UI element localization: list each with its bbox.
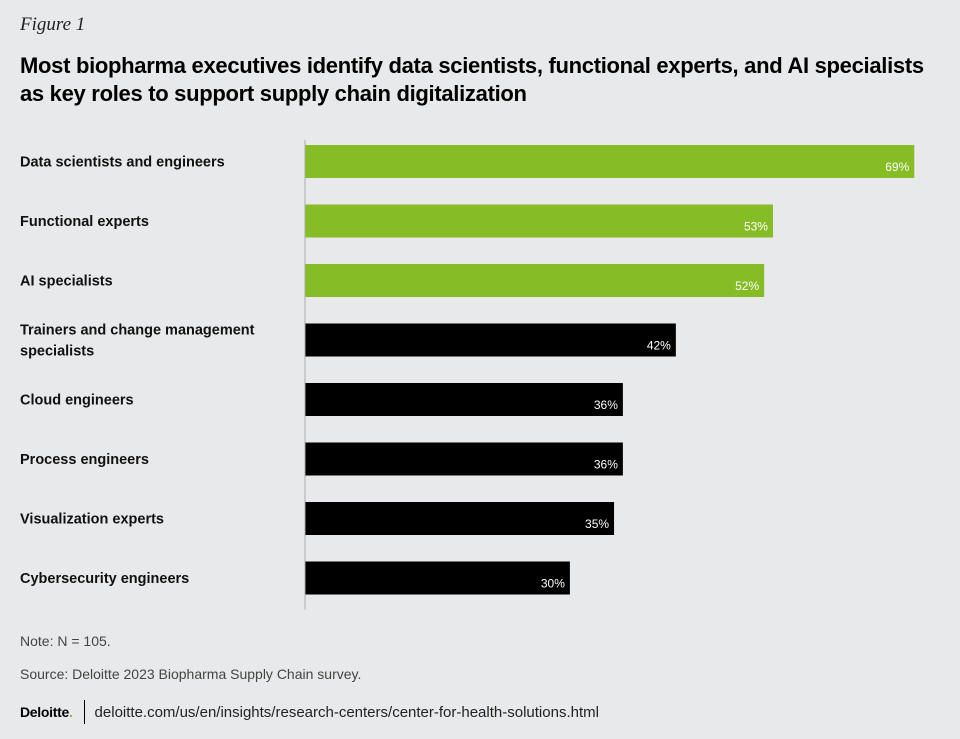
bar-value-label: 42% bbox=[647, 339, 671, 353]
category-label: Trainers and change management specialist… bbox=[20, 323, 255, 360]
category-label: Data scientists and engineers bbox=[20, 155, 225, 171]
category-label: Cloud engineers bbox=[20, 393, 134, 409]
bar bbox=[305, 323, 676, 357]
chart-note: Note: N = 105. bbox=[20, 633, 111, 649]
figure-label: Figure 1 bbox=[20, 14, 86, 35]
category-label: Functional experts bbox=[20, 214, 149, 230]
chart-source: Source: Deloitte 2023 Biopharma Supply C… bbox=[20, 666, 362, 682]
bar-value-label: 53% bbox=[744, 220, 768, 234]
bar-value-label: 35% bbox=[585, 517, 609, 531]
bar bbox=[305, 502, 615, 535]
category-label: Process engineers bbox=[20, 452, 149, 468]
footer-divider bbox=[83, 700, 85, 724]
bar-value-label: 36% bbox=[594, 398, 618, 412]
bar-value-label: 30% bbox=[541, 577, 565, 591]
bar bbox=[305, 264, 765, 297]
category-label: Cybersecurity engineers bbox=[20, 571, 189, 587]
bar bbox=[305, 383, 623, 416]
chart-title: Most biopharma executives identify data … bbox=[20, 53, 924, 106]
bar-value-label: 36% bbox=[594, 458, 618, 472]
bar-value-label: 69% bbox=[885, 160, 909, 174]
bar bbox=[305, 145, 915, 178]
bar-chart: 69% Data scientists and engineers 53% Funct… bbox=[20, 140, 915, 610]
bar bbox=[305, 204, 773, 238]
bar bbox=[305, 561, 570, 595]
category-label: AI specialists bbox=[20, 274, 113, 290]
bar bbox=[305, 442, 623, 476]
deloitte-logo: Deloitte. bbox=[20, 704, 73, 720]
category-label: Visualization experts bbox=[20, 512, 164, 528]
source-url-link[interactable]: deloitte.com/us/en/insights/research-cen… bbox=[94, 703, 599, 721]
bar-value-label: 52% bbox=[735, 279, 759, 293]
footer: Deloitte. deloitte.com/us/en/insights/re… bbox=[20, 700, 599, 724]
